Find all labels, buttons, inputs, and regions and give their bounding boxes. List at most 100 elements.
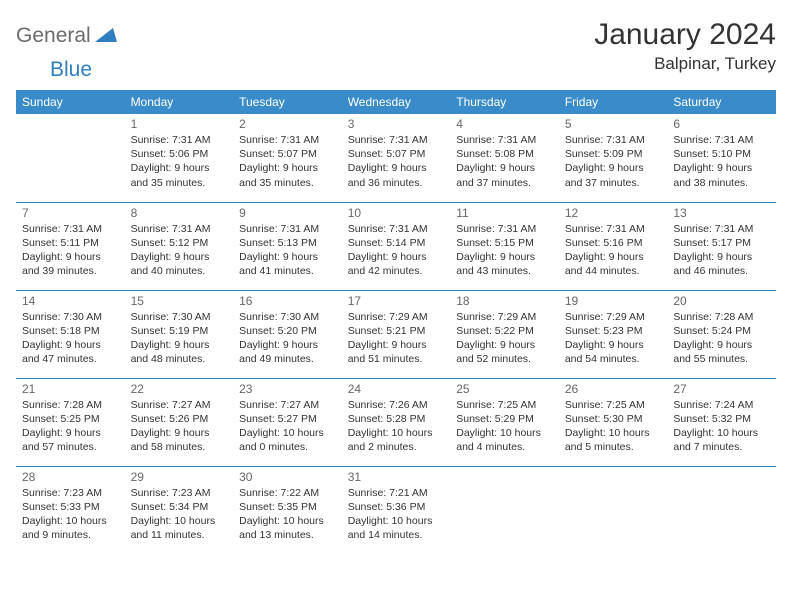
day-number: 11 (456, 206, 553, 220)
day-info: Sunrise: 7:24 AMSunset: 5:32 PMDaylight:… (673, 398, 770, 455)
day-info: Sunrise: 7:26 AMSunset: 5:28 PMDaylight:… (348, 398, 445, 455)
day-number: 6 (673, 117, 770, 131)
day-info: Sunrise: 7:29 AMSunset: 5:21 PMDaylight:… (348, 310, 445, 367)
calendar-day-cell (16, 114, 125, 202)
day-info: Sunrise: 7:31 AMSunset: 5:17 PMDaylight:… (673, 222, 770, 279)
calendar-day-cell: 3 Sunrise: 7:31 AMSunset: 5:07 PMDaylight… (342, 114, 451, 202)
day-number: 7 (22, 206, 119, 220)
calendar-day-cell: 15 Sunrise: 7:30 AMSunset: 5:19 PMDayligh… (125, 290, 234, 378)
calendar-day-cell: 17 Sunrise: 7:29 AMSunset: 5:21 PMDayligh… (342, 290, 451, 378)
calendar-day-cell: 31Sunrise: 7:21 AMSunset: 5:36 PMDayligh… (342, 466, 451, 554)
calendar-day-cell: 24 Sunrise: 7:26 AMSunset: 5:28 PMDayligh… (342, 378, 451, 466)
day-info: Sunrise: 7:23 AMSunset: 5:34 PMDaylight:… (131, 486, 228, 543)
day-info: Sunrise: 7:31 AMSunset: 5:14 PMDaylight:… (348, 222, 445, 279)
calendar-day-cell: 13 Sunrise: 7:31 AMSunset: 5:17 PMDayligh… (667, 202, 776, 290)
calendar-day-cell: 26Sunrise: 7:25 AMSunset: 5:30 PMDayligh… (559, 378, 668, 466)
day-info: Sunrise: 7:31 AMSunset: 5:09 PMDaylight:… (565, 133, 662, 190)
calendar-day-cell (559, 466, 668, 554)
day-number: 9 (239, 206, 336, 220)
calendar-day-cell: 23 Sunrise: 7:27 AMSunset: 5:27 PMDayligh… (233, 378, 342, 466)
day-number: 4 (456, 117, 553, 131)
calendar-day-cell: 14Sunrise: 7:30 AMSunset: 5:18 PMDayligh… (16, 290, 125, 378)
day-number: 23 (239, 382, 336, 396)
day-info: Sunrise: 7:31 AMSunset: 5:06 PMDaylight:… (131, 133, 228, 190)
weekday-header: Friday (559, 90, 668, 114)
calendar-day-cell: 7Sunrise: 7:31 AMSunset: 5:11 PMDaylight… (16, 202, 125, 290)
day-number: 1 (131, 117, 228, 131)
calendar-page: General January 2024 Balpinar, Turkey Bl… (0, 0, 792, 554)
calendar-day-cell: 16 Sunrise: 7:30 AMSunset: 5:20 PMDayligh… (233, 290, 342, 378)
day-number: 29 (131, 470, 228, 484)
day-info: Sunrise: 7:30 AMSunset: 5:20 PMDaylight:… (239, 310, 336, 367)
day-number: 18 (456, 294, 553, 308)
day-number: 20 (673, 294, 770, 308)
day-info: Sunrise: 7:31 AMSunset: 5:13 PMDaylight:… (239, 222, 336, 279)
month-title: January 2024 (594, 18, 776, 52)
day-info: Sunrise: 7:25 AMSunset: 5:29 PMDaylight:… (456, 398, 553, 455)
day-info: Sunrise: 7:23 AMSunset: 5:33 PMDaylight:… (22, 486, 119, 543)
calendar-day-cell: 11 Sunrise: 7:31 AMSunset: 5:15 PMDayligh… (450, 202, 559, 290)
calendar-day-cell: 20Sunrise: 7:28 AMSunset: 5:24 PMDayligh… (667, 290, 776, 378)
calendar-day-cell: 29 Sunrise: 7:23 AMSunset: 5:34 PMDayligh… (125, 466, 234, 554)
day-number: 22 (131, 382, 228, 396)
weekday-header-row: Sunday Monday Tuesday Wednesday Thursday… (16, 90, 776, 114)
weekday-header: Monday (125, 90, 234, 114)
day-number: 16 (239, 294, 336, 308)
calendar-week-row: 14Sunrise: 7:30 AMSunset: 5:18 PMDayligh… (16, 290, 776, 378)
day-number: 15 (131, 294, 228, 308)
day-number: 21 (22, 382, 119, 396)
day-info: Sunrise: 7:31 AMSunset: 5:07 PMDaylight:… (239, 133, 336, 190)
weekday-header: Saturday (667, 90, 776, 114)
weekday-header: Tuesday (233, 90, 342, 114)
day-number: 24 (348, 382, 445, 396)
calendar-week-row: 28 Sunrise: 7:23 AMSunset: 5:33 PMDayligh… (16, 466, 776, 554)
day-info: Sunrise: 7:29 AMSunset: 5:23 PMDaylight:… (565, 310, 662, 367)
day-number: 13 (673, 206, 770, 220)
calendar-day-cell: 28 Sunrise: 7:23 AMSunset: 5:33 PMDayligh… (16, 466, 125, 554)
calendar-day-cell (667, 466, 776, 554)
logo-triangle-icon (95, 26, 117, 47)
day-number: 5 (565, 117, 662, 131)
day-number: 28 (22, 470, 119, 484)
day-number: 8 (131, 206, 228, 220)
logo-text-general: General (16, 24, 91, 48)
weekday-header: Sunday (16, 90, 125, 114)
calendar-day-cell: 30Sunrise: 7:22 AMSunset: 5:35 PMDayligh… (233, 466, 342, 554)
calendar-table: Sunday Monday Tuesday Wednesday Thursday… (16, 90, 776, 554)
calendar-day-cell: 1 Sunrise: 7:31 AMSunset: 5:06 PMDaylight… (125, 114, 234, 202)
calendar-day-cell: 9 Sunrise: 7:31 AMSunset: 5:13 PMDaylight… (233, 202, 342, 290)
day-number: 10 (348, 206, 445, 220)
calendar-day-cell: 25 Sunrise: 7:25 AMSunset: 5:29 PMDayligh… (450, 378, 559, 466)
day-info: Sunrise: 7:30 AMSunset: 5:19 PMDaylight:… (131, 310, 228, 367)
day-info: Sunrise: 7:28 AMSunset: 5:25 PMDaylight:… (22, 398, 119, 455)
day-info: Sunrise: 7:29 AMSunset: 5:22 PMDaylight:… (456, 310, 553, 367)
calendar-week-row: 1 Sunrise: 7:31 AMSunset: 5:06 PMDaylight… (16, 114, 776, 202)
weekday-header: Thursday (450, 90, 559, 114)
calendar-day-cell: 22Sunrise: 7:27 AMSunset: 5:26 PMDayligh… (125, 378, 234, 466)
calendar-week-row: 7Sunrise: 7:31 AMSunset: 5:11 PMDaylight… (16, 202, 776, 290)
day-number: 25 (456, 382, 553, 396)
calendar-day-cell: 21 Sunrise: 7:28 AMSunset: 5:25 PMDayligh… (16, 378, 125, 466)
calendar-day-cell: 6 Sunrise: 7:31 AMSunset: 5:10 PMDaylight… (667, 114, 776, 202)
day-number: 3 (348, 117, 445, 131)
day-info: Sunrise: 7:31 AMSunset: 5:10 PMDaylight:… (673, 133, 770, 190)
day-info: Sunrise: 7:22 AMSunset: 5:35 PMDaylight:… (239, 486, 336, 543)
day-info: Sunrise: 7:31 AMSunset: 5:16 PMDaylight:… (565, 222, 662, 279)
calendar-week-row: 21 Sunrise: 7:28 AMSunset: 5:25 PMDayligh… (16, 378, 776, 466)
day-info: Sunrise: 7:31 AMSunset: 5:08 PMDaylight:… (456, 133, 553, 190)
calendar-day-cell: 4 Sunrise: 7:31 AMSunset: 5:08 PMDaylight… (450, 114, 559, 202)
day-number: 17 (348, 294, 445, 308)
day-info: Sunrise: 7:21 AMSunset: 5:36 PMDaylight:… (348, 486, 445, 543)
day-number: 19 (565, 294, 662, 308)
calendar-day-cell: 8Sunrise: 7:31 AMSunset: 5:12 PMDaylight… (125, 202, 234, 290)
day-info: Sunrise: 7:31 AMSunset: 5:15 PMDaylight:… (456, 222, 553, 279)
day-info: Sunrise: 7:31 AMSunset: 5:07 PMDaylight:… (348, 133, 445, 190)
calendar-day-cell: 18 Sunrise: 7:29 AMSunset: 5:22 PMDayligh… (450, 290, 559, 378)
day-info: Sunrise: 7:27 AMSunset: 5:27 PMDaylight:… (239, 398, 336, 455)
calendar-body: 1 Sunrise: 7:31 AMSunset: 5:06 PMDaylight… (16, 114, 776, 554)
calendar-day-cell: 10 Sunrise: 7:31 AMSunset: 5:14 PMDayligh… (342, 202, 451, 290)
calendar-day-cell: 12Sunrise: 7:31 AMSunset: 5:16 PMDayligh… (559, 202, 668, 290)
logo: General (16, 18, 119, 48)
calendar-day-cell (450, 466, 559, 554)
day-info: Sunrise: 7:25 AMSunset: 5:30 PMDaylight:… (565, 398, 662, 455)
